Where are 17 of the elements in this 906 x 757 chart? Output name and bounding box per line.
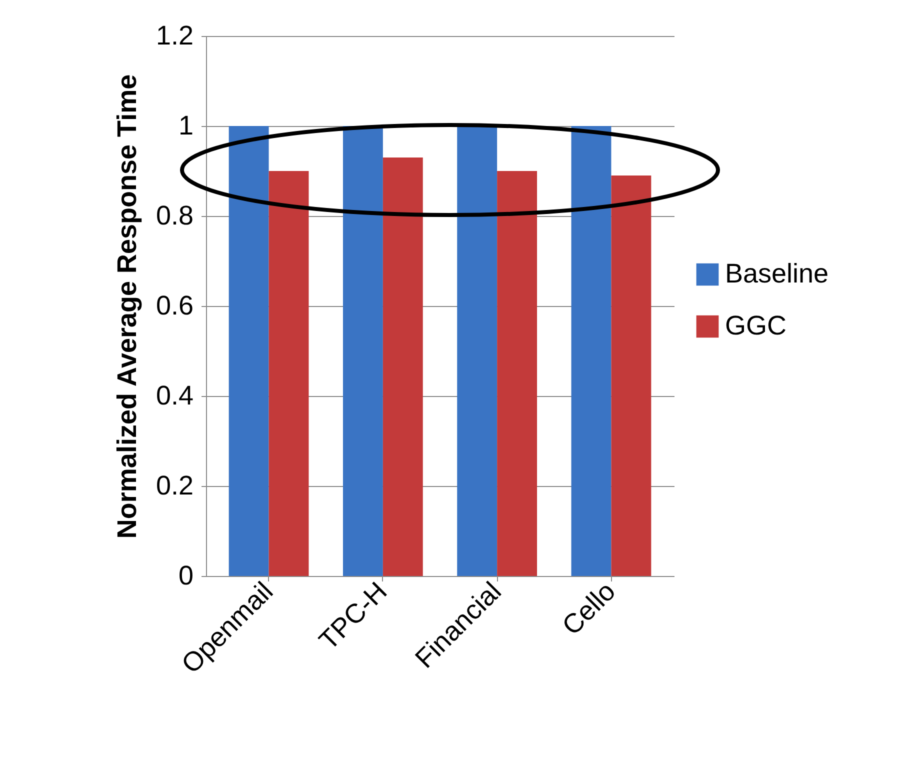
y-tick-label: 1.2	[156, 20, 194, 50]
y-tick-label: 0.2	[156, 470, 194, 500]
legend-label: Baseline	[725, 258, 829, 288]
y-tick-label: 0.4	[156, 380, 194, 410]
y-tick-label: 0.6	[156, 290, 194, 320]
bar	[611, 176, 652, 576]
y-axis-title: Normalized Average Response Time	[112, 74, 142, 539]
bar	[571, 126, 612, 576]
y-tick-label: 0.8	[156, 200, 194, 230]
bar	[268, 171, 309, 576]
legend-label: GGC	[725, 310, 787, 340]
y-tick-label: 1	[178, 110, 194, 140]
bar	[228, 126, 269, 576]
bar	[382, 158, 423, 576]
bar	[342, 126, 383, 576]
bar	[457, 126, 498, 576]
bar	[497, 171, 538, 576]
